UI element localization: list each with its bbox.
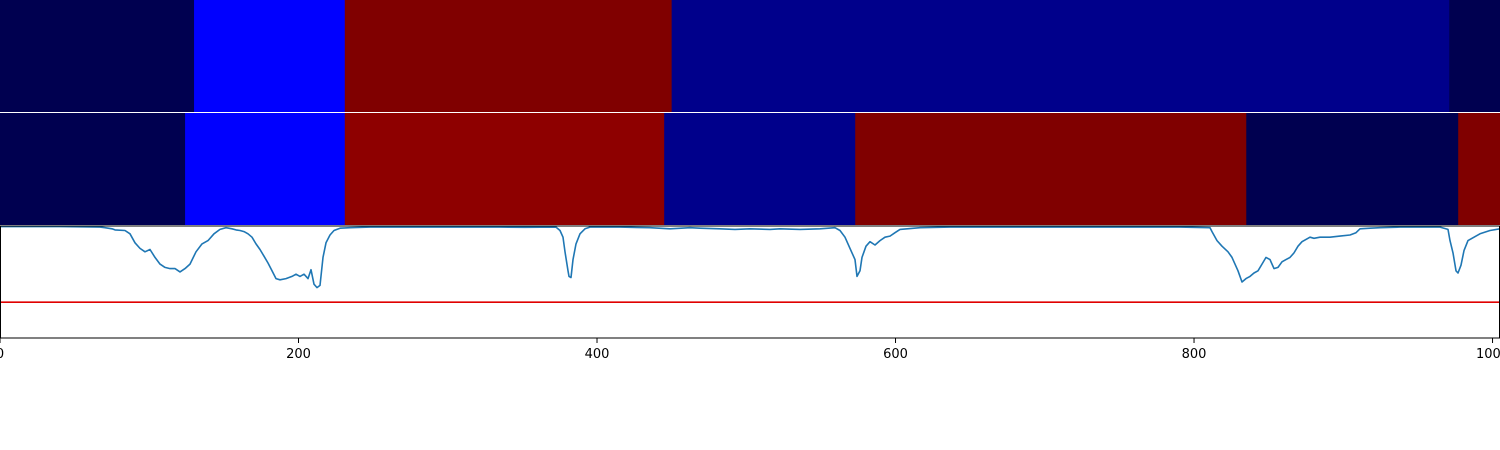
x-tick-label-1000: 1000 <box>1476 347 1500 362</box>
x-tick-label-600: 600 <box>883 347 908 362</box>
segment-row-1-bar-2 <box>194 0 346 112</box>
segment-panels <box>0 0 1500 225</box>
x-tick-label-800: 800 <box>1182 347 1207 362</box>
segment-row-2-bar-3 <box>344 113 665 225</box>
segment-row-2-bar-5 <box>855 113 1247 225</box>
x-tick-label-200: 200 <box>286 347 311 362</box>
segment-row-2-bar-2 <box>185 113 346 225</box>
segment-row-2-bar-6 <box>1246 113 1459 225</box>
x-tick-label-400: 400 <box>585 347 610 362</box>
segment-row-1-bar-5 <box>1449 0 1500 112</box>
segment-row-2-bar-4 <box>664 113 856 225</box>
series-line-1 <box>0 225 1500 289</box>
line-panel <box>0 225 1500 339</box>
segment-row-1-bar-3 <box>344 0 673 112</box>
line-panel-background <box>0 226 1500 338</box>
segment-row-2 <box>0 113 1500 225</box>
segment-row-2-bar-1 <box>0 113 186 225</box>
segment-row-1 <box>0 0 1500 112</box>
segment-row-1-bar-4 <box>671 0 1450 112</box>
segment-row-2-bar-7 <box>1458 113 1500 225</box>
x-tick-label-0: 0 <box>0 347 4 362</box>
x-axis: 0 200 400 600 800 1000 <box>0 338 1500 362</box>
segment-row-1-bar-1 <box>0 0 195 112</box>
